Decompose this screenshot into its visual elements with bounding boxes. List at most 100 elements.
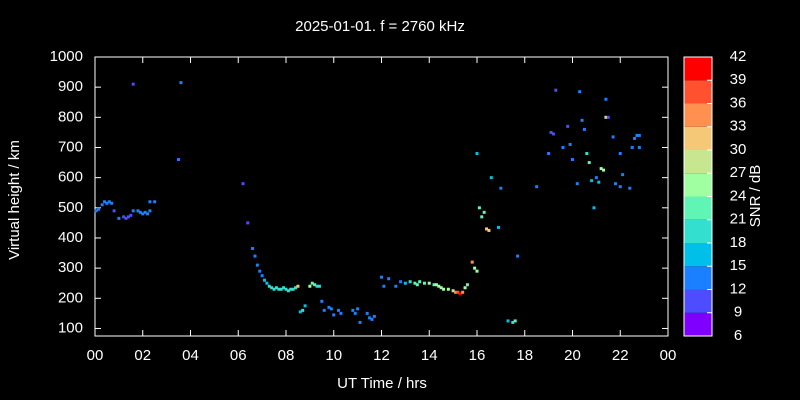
data-point [451,289,455,293]
y-tick-label: 500 [58,199,83,216]
data-point [110,201,114,205]
data-point [286,289,290,293]
data-point [597,180,601,184]
data-point [480,215,484,219]
x-tick-label: 00 [660,347,677,364]
colorbar-cell [684,243,712,267]
data-point [547,152,551,156]
data-point [418,280,422,284]
data-point [274,286,278,290]
data-point [566,124,570,128]
colorbar-tick-label: 15 [730,257,747,274]
data-point [296,284,300,288]
data-point [582,127,586,131]
data-point [365,311,369,315]
data-point [604,115,608,119]
data-point [284,287,288,291]
colorbar-cell [684,266,712,290]
colorbar-cell [684,126,712,150]
y-tick-label: 100 [58,319,83,336]
data-point [320,299,324,303]
data-point [279,287,283,291]
data-point [446,287,450,291]
data-point [475,152,479,156]
colorbar-cell [684,150,712,174]
data-point [413,281,417,285]
data-point [618,152,622,156]
data-point [473,266,477,270]
data-point [442,287,446,291]
data-point [628,186,632,190]
data-point [332,313,336,317]
x-tick-label: 14 [421,347,438,364]
data-point [516,254,520,258]
data-point [353,311,357,315]
data-point [129,213,133,217]
y-tick-label: 200 [58,289,83,306]
data-point [327,305,331,309]
data-point [427,281,431,285]
y-tick-label: 300 [58,259,83,276]
data-point [587,161,591,165]
data-point [131,82,135,86]
data-point [253,254,257,258]
data-point [103,200,107,204]
data-point [251,247,255,251]
data-point [122,215,126,219]
data-point [260,274,264,278]
data-point [403,281,407,285]
data-point [434,283,438,287]
data-point [561,145,565,149]
data-point [308,284,312,288]
data-point [265,281,269,285]
data-point [575,182,579,186]
data-point [246,221,250,225]
y-axis-label: Virtual height / km [6,140,23,260]
data-point [291,287,295,291]
data-point [301,308,305,312]
data-point [485,227,489,231]
data-point [131,209,135,213]
data-point [267,284,271,288]
data-point [294,286,298,290]
colorbar-tick-label: 30 [730,141,747,158]
data-point [511,320,515,324]
data-point [148,200,152,204]
data-point [282,286,286,290]
data-point [415,283,419,287]
x-tick-label: 02 [134,347,151,364]
data-point [489,176,493,180]
colorbar-tick-label: 36 [730,94,747,111]
data-point [594,176,598,180]
data-point [637,145,641,149]
y-tick-label: 700 [58,138,83,155]
y-tick-label: 1000 [50,48,83,65]
data-point [372,314,376,318]
colorbar-cell [684,57,712,81]
data-point [475,269,479,273]
data-point [105,201,109,205]
data-point [329,307,333,311]
data-point [496,225,500,229]
data-point [499,186,503,190]
x-tick-label: 00 [87,347,104,364]
data-point [138,210,142,214]
colorbar-tick-label: 39 [730,71,747,88]
data-point [599,167,603,171]
data-point [592,206,596,210]
data-point [153,200,157,204]
data-point [141,212,145,216]
colorbar-cell [684,103,712,127]
data-point [477,206,481,210]
data-point [506,319,510,323]
colorbar-cell [684,80,712,104]
data-point [463,286,467,290]
colorbar-tick-label: 27 [730,164,747,181]
x-tick-label: 18 [516,347,533,364]
colorbar-tick-label: 42 [730,48,747,65]
data-point [571,158,574,162]
data-point [337,308,341,312]
data-point [568,142,572,146]
data-point [303,304,307,308]
